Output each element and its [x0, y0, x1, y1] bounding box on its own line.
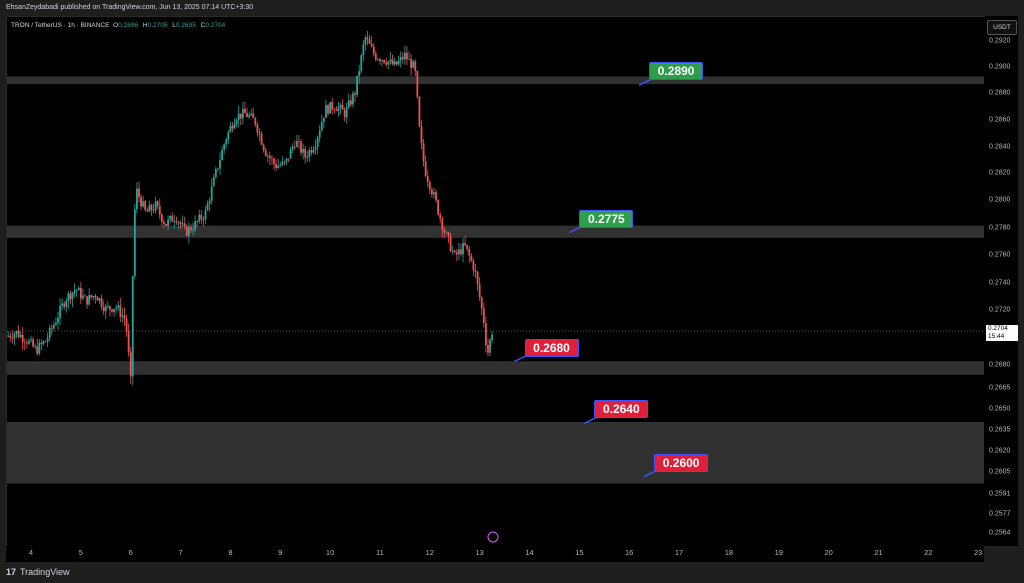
close-label: C [200, 22, 206, 29]
tradingview-logo-icon: 17 [6, 567, 17, 577]
publisher-line: EhsanZeydabadi published on TradingView.… [6, 4, 254, 11]
low-label: L [172, 22, 176, 29]
low-value: 0.2695 [175, 22, 196, 29]
price-axis[interactable] [985, 16, 1018, 546]
currency-badge[interactable]: USDT [987, 20, 1017, 35]
chart-area[interactable] [6, 16, 986, 548]
symbol-name: TRON / TetherUS · 1h · BINANCE [11, 22, 110, 29]
time-axis[interactable] [6, 546, 984, 562]
open-value: 0.2696 [118, 22, 139, 29]
tradingview-logo[interactable]: 17 TradingView [6, 567, 70, 577]
high-value: 0.2705 [147, 22, 168, 29]
current-price-countdown: 15:44 [988, 333, 1005, 340]
price-callout-0.2680[interactable]: 0.2680 [524, 338, 579, 357]
price-callout-0.2640[interactable]: 0.2640 [594, 400, 649, 419]
close-value: 0.2704 [205, 22, 226, 29]
tradingview-brand: TradingView [20, 567, 70, 577]
price-callout-0.2890[interactable]: 0.2890 [649, 62, 704, 81]
symbol-info: TRON / TetherUS · 1h · BINANCE O0.2696 H… [11, 22, 228, 29]
price-callout-0.2775[interactable]: 0.2775 [579, 209, 634, 228]
open-label: O [113, 22, 119, 29]
publisher-bar: EhsanZeydabadi published on TradingView.… [0, 0, 1024, 16]
high-label: H [142, 22, 148, 29]
price-callout-0.2600[interactable]: 0.2600 [654, 453, 709, 472]
current-price-tag: 0.2704 15:44 [986, 325, 1018, 341]
footer [0, 562, 1024, 583]
current-price-value: 0.2704 [988, 325, 1008, 332]
